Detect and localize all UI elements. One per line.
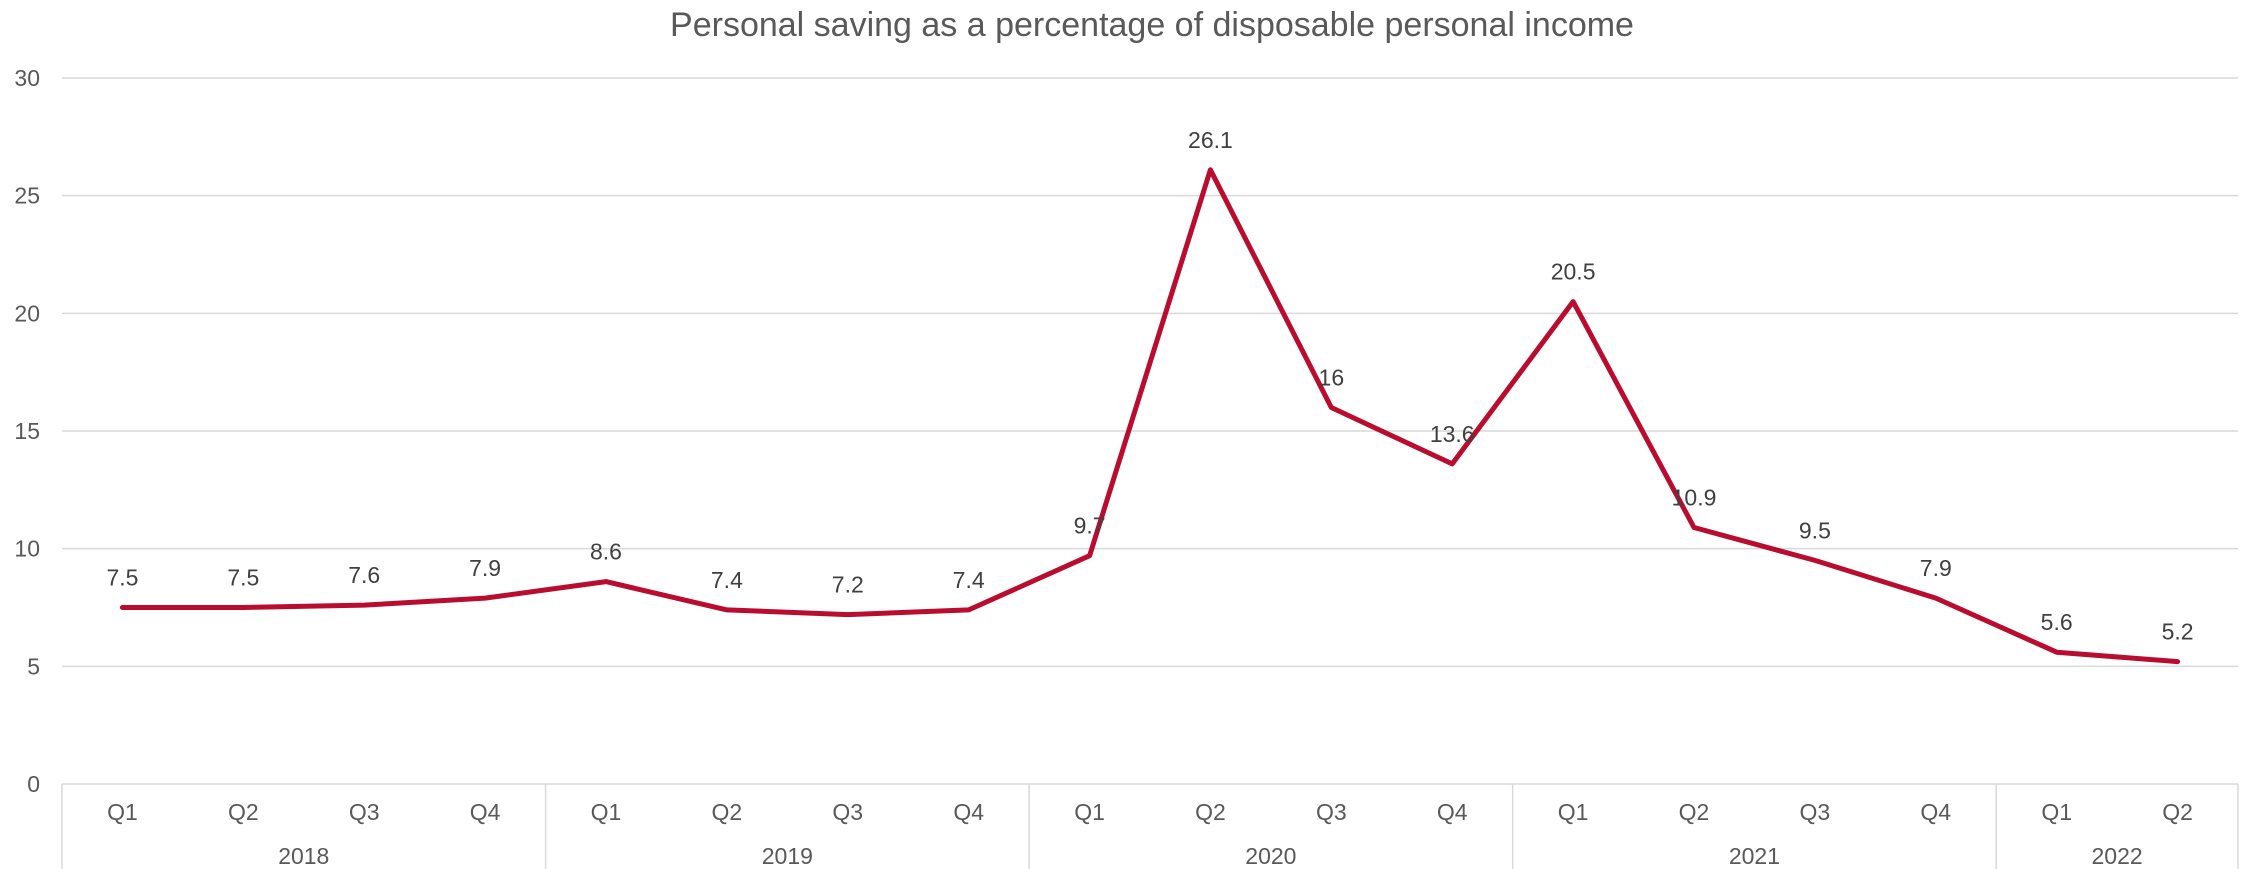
x-tick-label: Q4 bbox=[953, 799, 984, 825]
y-tick-label: 30 bbox=[14, 65, 40, 91]
gridlines bbox=[62, 77, 2238, 668]
x-tick-label: Q4 bbox=[1437, 799, 1468, 825]
x-tick-label: Q2 bbox=[2162, 799, 2193, 825]
x-tick-label: Q3 bbox=[1800, 799, 1831, 825]
data-labels: 7.5 7.5 7.6 7.9 8.6 7.4 7.2 7.4 9.7 26.1 16 13.6 20.… bbox=[106, 127, 2193, 645]
x-group-label: 2020 bbox=[1245, 843, 1296, 869]
y-axis: 0 5 10 15 20 25 30 bbox=[14, 65, 40, 797]
data-label: 20.5 bbox=[1551, 259, 1596, 285]
x-tick-label: Q2 bbox=[1679, 799, 1710, 825]
data-label: 7.9 bbox=[469, 555, 501, 581]
x-tick-label: Q3 bbox=[1316, 799, 1347, 825]
data-label: 10.9 bbox=[1672, 484, 1717, 510]
data-label: 7.4 bbox=[953, 567, 985, 593]
x-tick-label: Q1 bbox=[591, 799, 622, 825]
x-group-label: 2021 bbox=[1729, 843, 1780, 869]
x-tick-label: Q2 bbox=[712, 799, 743, 825]
y-tick-label: 25 bbox=[14, 183, 40, 209]
x-tick-label: Q1 bbox=[1558, 799, 1589, 825]
data-label: 13.6 bbox=[1430, 421, 1475, 447]
chart-title: Personal saving as a percentage of dispo… bbox=[670, 6, 1634, 44]
x-tick-label: Q3 bbox=[832, 799, 863, 825]
x-tick-label: Q4 bbox=[1920, 799, 1951, 825]
y-tick-label: 0 bbox=[27, 771, 40, 797]
x-group-label: 2022 bbox=[2092, 843, 2143, 869]
data-label: 7.2 bbox=[832, 572, 864, 598]
x-tick-label: Q2 bbox=[228, 799, 259, 825]
x-tick-label: Q3 bbox=[349, 799, 380, 825]
data-label: 9.5 bbox=[1799, 517, 1831, 543]
data-label: 7.5 bbox=[227, 565, 259, 591]
data-label: 7.5 bbox=[106, 565, 138, 591]
data-label: 5.6 bbox=[2041, 609, 2073, 635]
data-label: 16 bbox=[1319, 364, 1345, 390]
x-axis: Q1 Q2 Q3 Q4 2018 Q1 Q2 Q3 Q4 2019 Q1 Q2 Q3 Q4 2020 Q1 Q2… bbox=[61, 783, 2239, 869]
x-tick-label: Q1 bbox=[1074, 799, 1105, 825]
x-tick-label: Q4 bbox=[470, 799, 501, 825]
series-line bbox=[119, 167, 2181, 665]
x-group-label: 2018 bbox=[278, 843, 329, 869]
x-tick-label: Q1 bbox=[2041, 799, 2072, 825]
data-label: 7.6 bbox=[348, 562, 380, 588]
y-tick-label: 15 bbox=[14, 418, 40, 444]
x-tick-label: Q1 bbox=[107, 799, 138, 825]
data-label: 7.4 bbox=[711, 567, 743, 593]
data-label: 9.7 bbox=[1074, 513, 1106, 539]
x-group-label: 2019 bbox=[762, 843, 813, 869]
y-tick-label: 20 bbox=[14, 300, 40, 326]
y-tick-label: 10 bbox=[14, 536, 40, 562]
x-tick-label: Q2 bbox=[1195, 799, 1226, 825]
data-label: 7.9 bbox=[1920, 555, 1952, 581]
data-label: 8.6 bbox=[590, 539, 622, 565]
data-label: 5.2 bbox=[2162, 619, 2194, 645]
y-tick-label: 5 bbox=[27, 653, 40, 679]
data-label: 26.1 bbox=[1188, 127, 1233, 153]
